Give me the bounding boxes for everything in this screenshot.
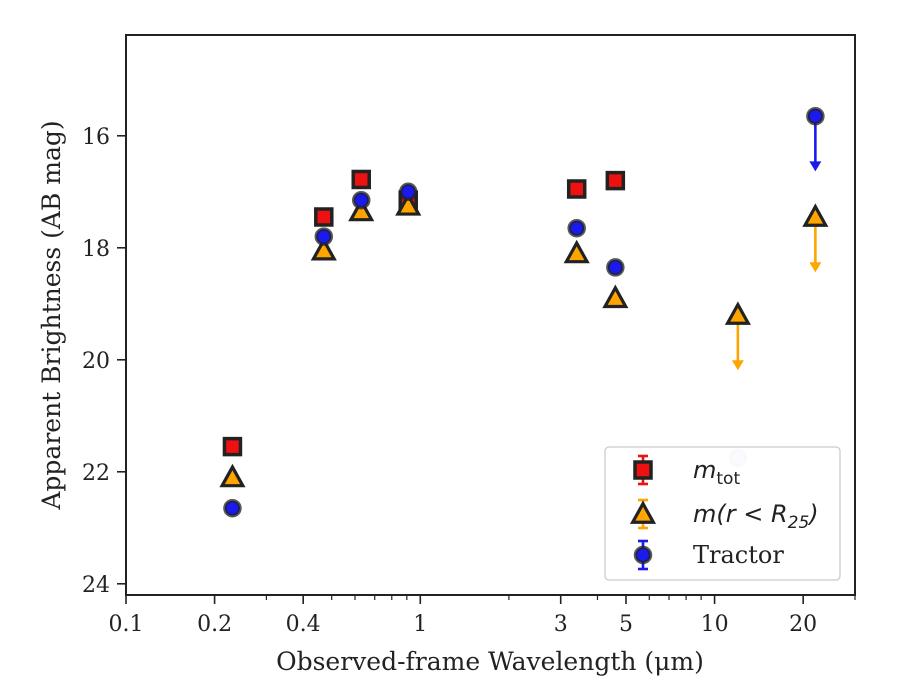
y-tick-label: 24: [82, 573, 110, 598]
square-point: [351, 169, 371, 190]
x-tick-label: 20: [789, 612, 817, 637]
circle-point: [398, 182, 418, 202]
y-tick-label: 18: [82, 237, 110, 262]
x-tick-label: 5: [619, 612, 633, 637]
y-axis-label: Apparent Brightness (AB mag): [37, 120, 66, 510]
x-tick-label: 3: [554, 612, 568, 637]
upper-limit-arrowhead: [809, 161, 822, 172]
upper-limit-arrowhead: [731, 360, 744, 371]
triangle-point: [563, 239, 590, 264]
plot-frame: [125, 34, 856, 596]
square-point: [566, 179, 587, 199]
upper-limit-arrowhead: [809, 262, 822, 273]
y-tick-label: 20: [82, 349, 110, 374]
legend-triangle-marker: [629, 500, 657, 524]
legend: mtot m(r < R25) Tractor: [604, 446, 841, 581]
triangle-point: [310, 236, 337, 261]
x-tick-label: 1: [413, 612, 427, 637]
legend-square-marker: [633, 460, 653, 480]
triangle-point: [395, 192, 422, 216]
circle-point: [567, 218, 586, 238]
triangle-point: [348, 197, 375, 222]
circle-point: [806, 106, 825, 126]
legend-label: Tractor: [693, 541, 784, 569]
square-point: [605, 170, 626, 191]
square-point: [222, 436, 243, 457]
x-tick-label: 0.2: [197, 612, 232, 637]
axes-layer: 0.1 0.2 0.4 1 3 5 10 20 16 18 20 22 24: [82, 34, 856, 637]
y-tick-label: 16: [82, 125, 110, 150]
square-point: [314, 207, 334, 227]
triangle-point: [602, 284, 629, 309]
circle-point: [314, 227, 334, 246]
x-tick-label: 0.1: [109, 612, 144, 637]
legend-box: [604, 446, 841, 581]
circle-point: [606, 258, 625, 277]
x-tick-label: 0.4: [286, 612, 321, 637]
x-axis-label: Observed-frame Wavelength (μm): [276, 647, 704, 676]
legend-label: m(r < R25): [693, 500, 819, 533]
triangle-point: [219, 463, 246, 488]
legend-circle-marker: [633, 545, 653, 565]
triangle-point: [802, 203, 829, 227]
x-tick-label: 10: [701, 612, 729, 637]
circle-point: [223, 498, 242, 518]
y-tick-label: 22: [82, 461, 110, 486]
legend-label: mtot: [693, 456, 740, 489]
triangle-point: [724, 301, 751, 325]
circle-point: [351, 190, 371, 210]
